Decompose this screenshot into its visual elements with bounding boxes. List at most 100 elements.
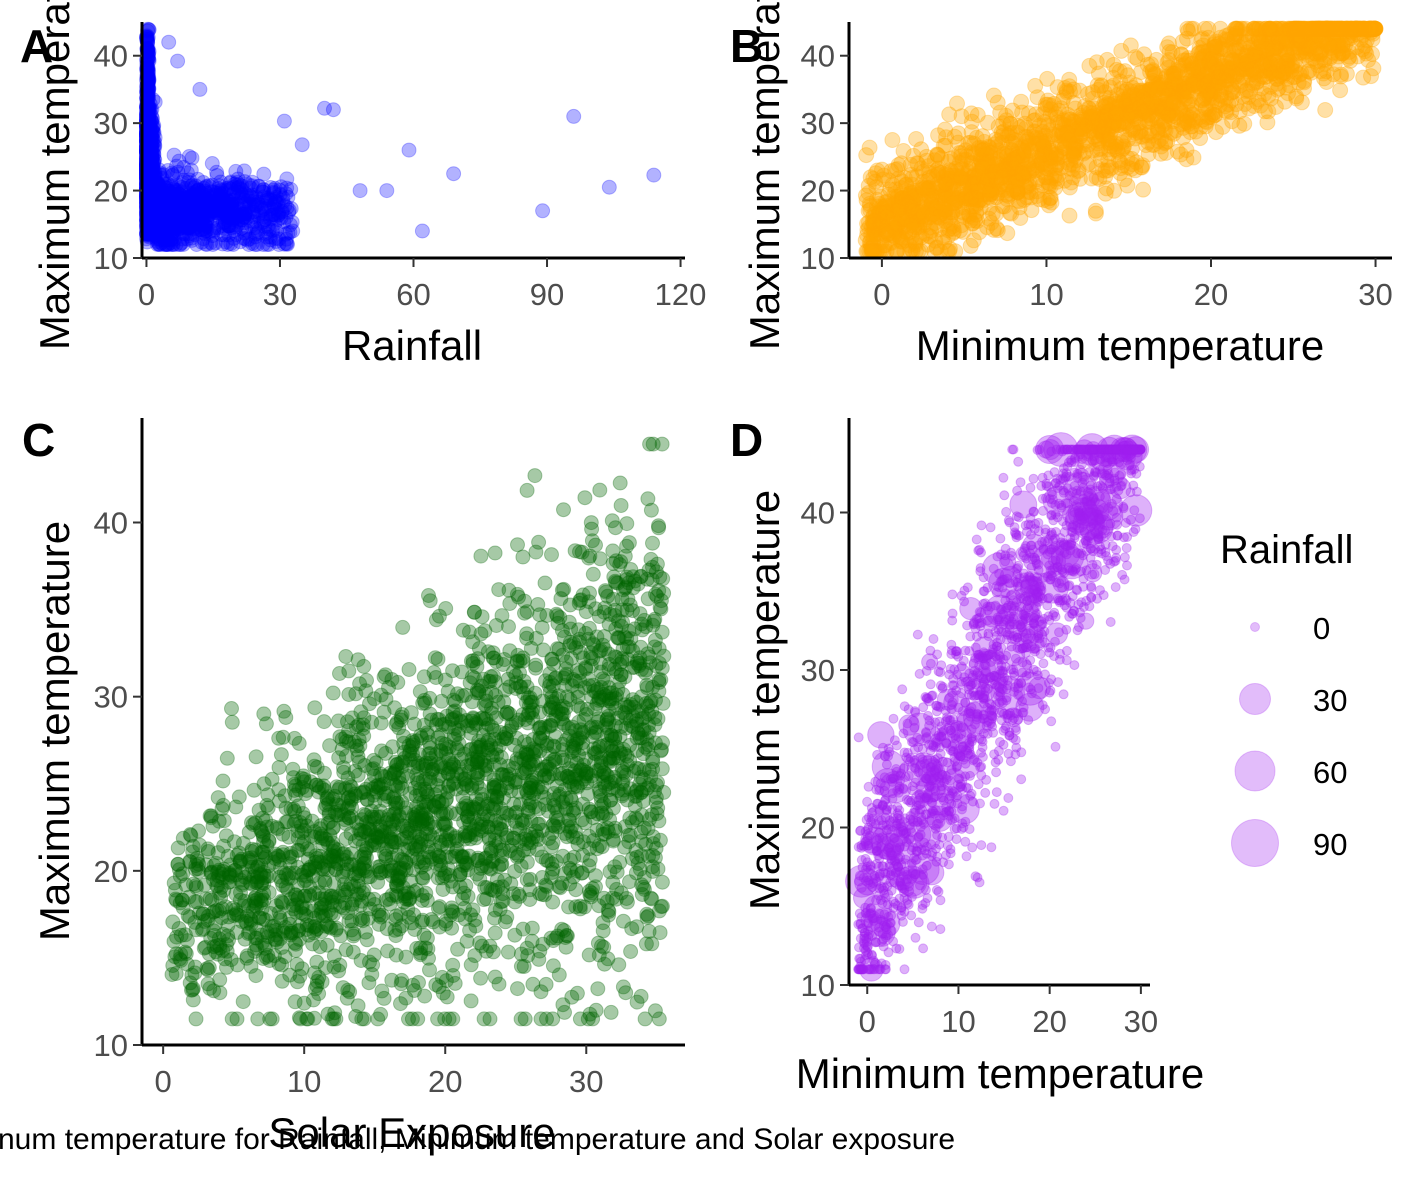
data-point	[245, 204, 261, 220]
data-point	[1031, 117, 1048, 134]
data-point	[198, 190, 213, 206]
data-point	[165, 914, 181, 930]
data-point	[878, 208, 895, 225]
data-point	[858, 147, 875, 164]
data-point	[247, 237, 263, 252]
data-point	[219, 750, 235, 766]
data-point	[152, 237, 168, 252]
data-point	[487, 925, 503, 941]
data-point	[173, 220, 189, 236]
panel-b-y-axis-label: Maximum temperature	[741, 0, 788, 350]
data-point	[143, 102, 159, 118]
data-point	[211, 193, 227, 208]
data-point	[1296, 80, 1312, 97]
data-point	[1293, 94, 1310, 111]
data-point	[244, 190, 260, 206]
data-point	[1218, 103, 1235, 120]
data-point	[240, 206, 256, 222]
data-point	[249, 197, 265, 213]
data-point	[176, 209, 192, 225]
data-point	[159, 220, 175, 235]
data-point	[153, 184, 169, 199]
data-point	[271, 730, 287, 746]
data-point	[180, 174, 196, 190]
data-point	[979, 170, 996, 187]
data-point	[1332, 82, 1349, 99]
data-point	[220, 218, 236, 234]
data-point	[1180, 23, 1197, 40]
data-point	[149, 237, 165, 252]
x-tick-label: 10	[1029, 277, 1063, 312]
data-point	[181, 207, 197, 223]
data-point	[225, 237, 241, 252]
x-tick-label: 90	[530, 277, 564, 312]
data-point	[269, 201, 285, 217]
data-point	[145, 146, 161, 162]
data-point	[1223, 76, 1240, 93]
data-point	[148, 189, 163, 205]
data-point	[148, 173, 164, 189]
data-point	[154, 212, 170, 228]
data-point	[881, 172, 897, 189]
data-point	[280, 225, 296, 241]
data-point	[1333, 68, 1349, 85]
data-point	[202, 199, 218, 214]
data-point	[267, 180, 283, 196]
data-point	[894, 193, 911, 210]
data-point	[332, 666, 347, 681]
data-point	[176, 193, 192, 209]
data-point	[446, 166, 462, 182]
data-point	[152, 167, 168, 183]
data-point	[1098, 180, 1115, 197]
data-point	[186, 211, 202, 227]
data-point	[1259, 114, 1276, 131]
data-point	[1042, 190, 1058, 207]
data-point	[145, 92, 161, 107]
data-point	[270, 208, 286, 224]
data-point	[141, 138, 157, 154]
data-point	[179, 165, 195, 181]
data-point	[199, 202, 215, 218]
data-point	[224, 192, 240, 208]
data-point	[215, 236, 231, 252]
data-point	[197, 221, 213, 236]
data-point	[144, 101, 160, 117]
data-point	[191, 197, 207, 213]
data-point	[165, 181, 181, 197]
data-point	[206, 223, 222, 239]
y-tick-label: 10	[801, 241, 835, 276]
data-point	[147, 165, 163, 181]
x-tick-label: 60	[396, 277, 430, 312]
data-point	[152, 211, 168, 227]
data-point	[225, 186, 241, 202]
y-tick-label: 40	[94, 39, 128, 74]
data-point	[173, 211, 189, 227]
data-point	[182, 215, 198, 231]
data-point	[237, 196, 253, 212]
data-point	[193, 197, 209, 213]
data-point	[1317, 102, 1334, 118]
data-point	[940, 222, 957, 239]
data-point	[237, 215, 252, 231]
data-point	[188, 206, 204, 222]
data-point	[155, 208, 170, 224]
data-point	[280, 189, 296, 205]
data-point	[263, 192, 279, 208]
data-point	[165, 190, 181, 206]
data-point	[279, 200, 295, 215]
data-point	[1279, 46, 1296, 63]
data-point	[974, 128, 991, 145]
data-point	[1310, 27, 1327, 44]
data-point	[884, 132, 901, 148]
data-point	[185, 220, 201, 236]
data-point	[965, 232, 982, 249]
data-point	[155, 228, 171, 244]
data-point	[204, 156, 220, 171]
data-point	[612, 475, 628, 491]
data-point	[281, 202, 297, 218]
data-point	[146, 125, 162, 140]
data-point	[199, 223, 215, 239]
data-point	[949, 95, 965, 112]
data-point	[282, 224, 298, 240]
data-point	[148, 223, 164, 239]
